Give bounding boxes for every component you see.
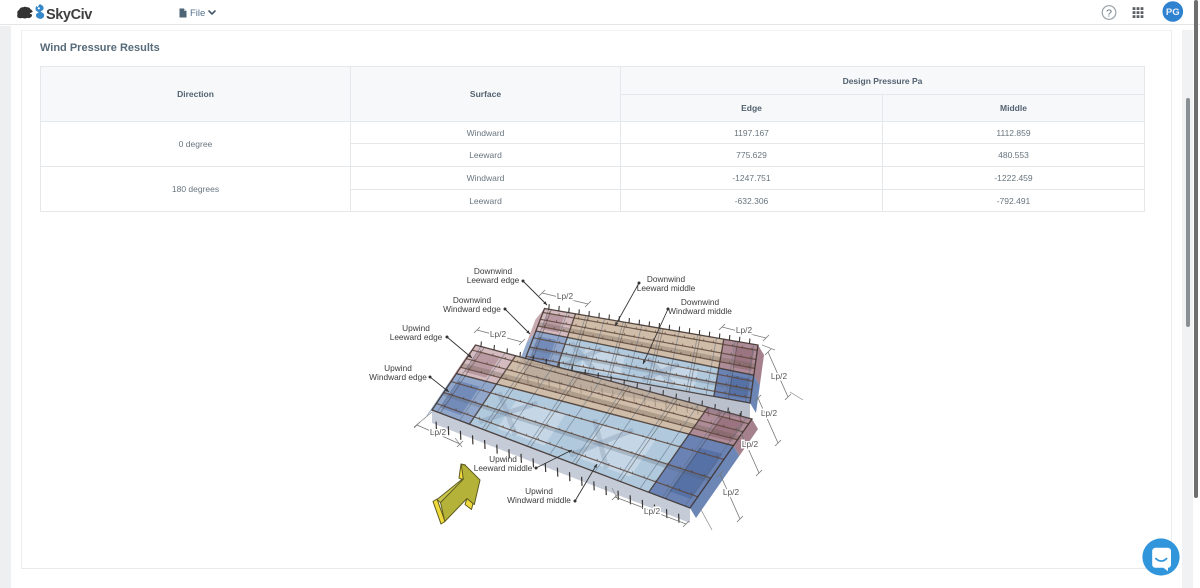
- svg-text:PG: PG: [1166, 7, 1180, 18]
- svg-text:SkyCiv: SkyCiv: [46, 7, 92, 23]
- svg-text:File: File: [190, 8, 205, 19]
- svg-text:?: ?: [1106, 7, 1112, 19]
